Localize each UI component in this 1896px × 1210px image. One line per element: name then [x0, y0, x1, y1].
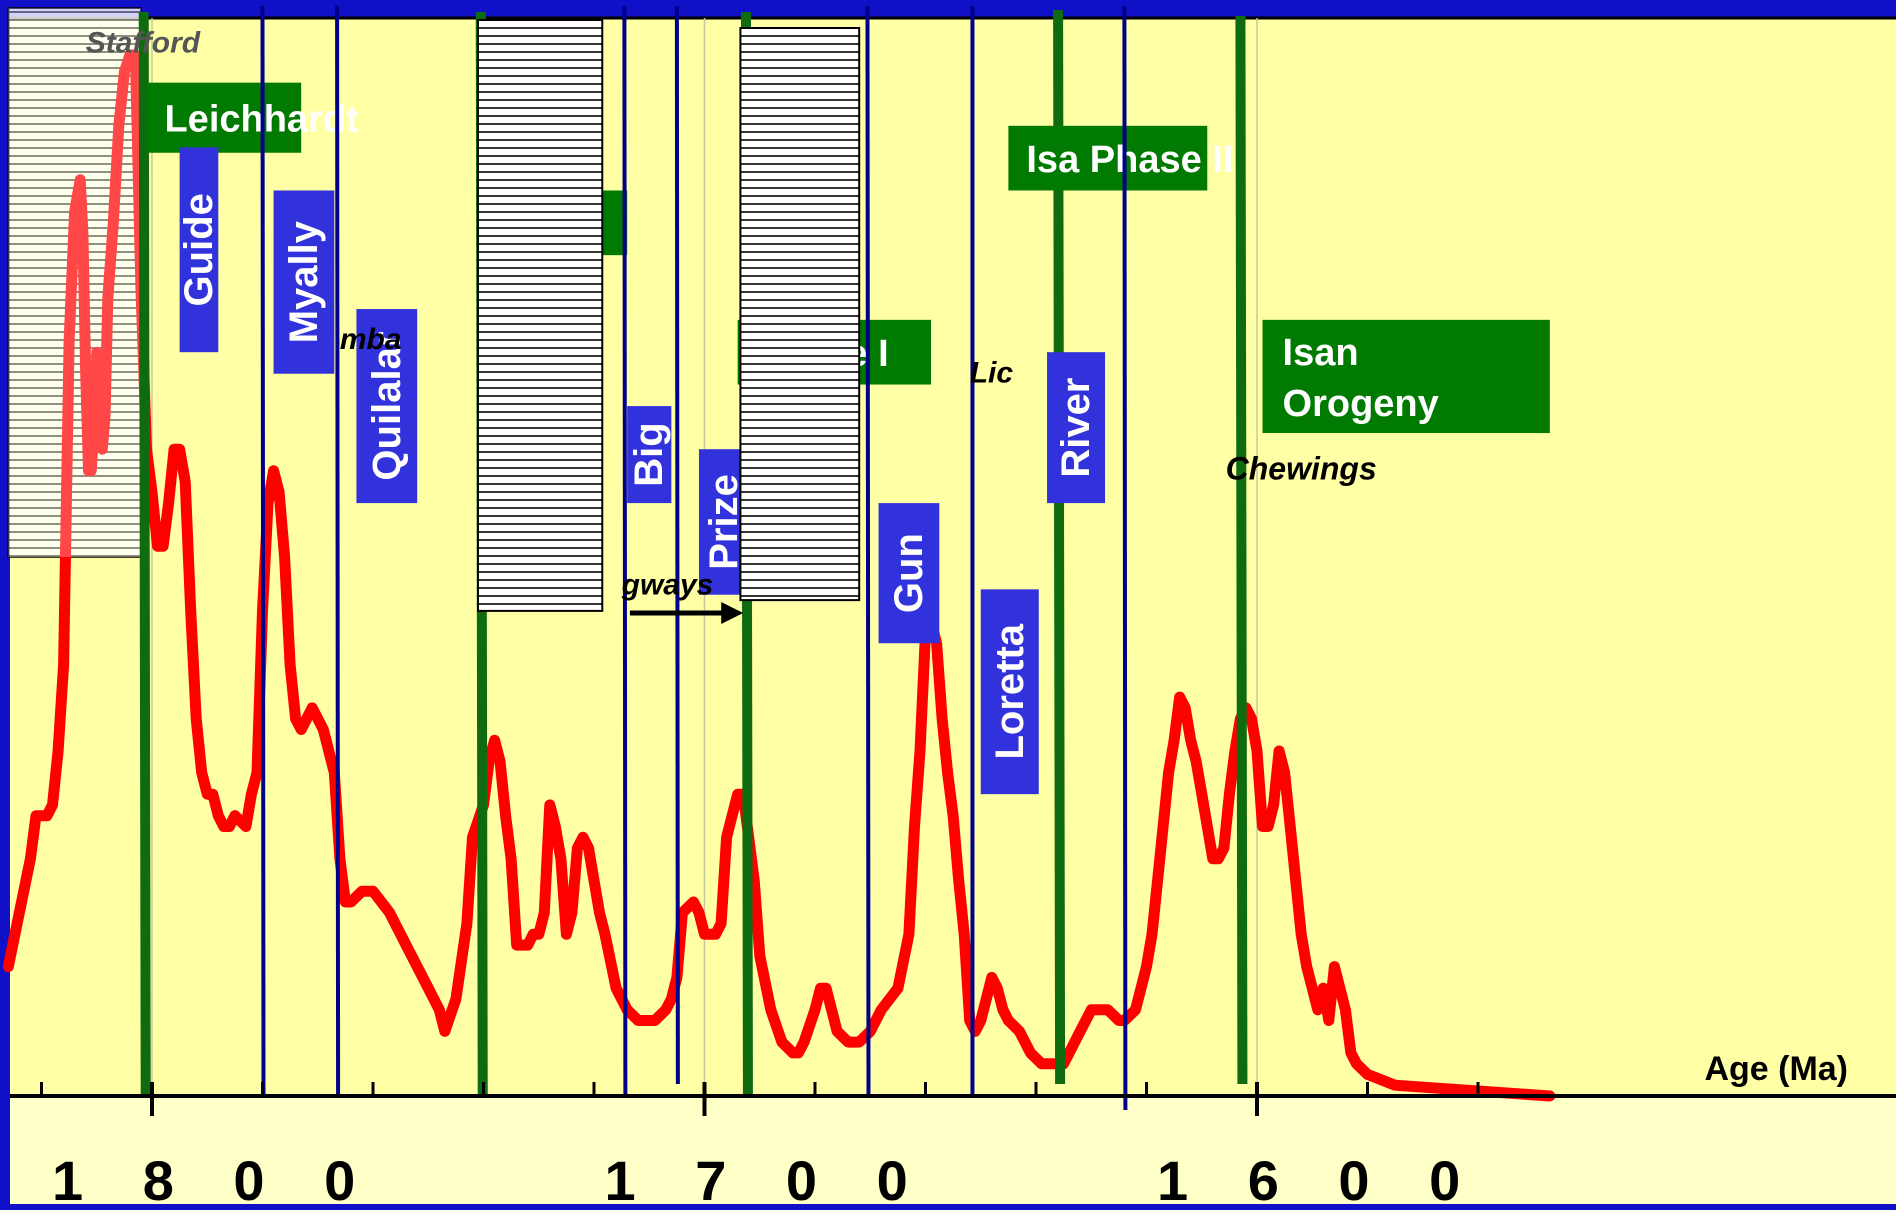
box-1-overlay: [8, 8, 141, 557]
axis-band: [10, 1096, 1896, 1204]
blue-event-line-6: [1122, 5, 1128, 1111]
orogeny-label-4-line2: Orogeny: [1283, 383, 1439, 425]
orogeny-label-4-line1: Isan: [1283, 332, 1359, 374]
event-label-7: River: [1054, 378, 1098, 478]
event-label-2: Quilalar: [365, 332, 409, 481]
event-box-0: [179, 147, 219, 353]
italic-label-2: gways: [621, 569, 714, 602]
italic-label-4: Chewings: [1226, 450, 1377, 486]
orogeny-box-0: [146, 82, 302, 153]
annotation-layer: Stafford mba gways Lic Chewings: [86, 26, 1377, 625]
event-label-5: Gun: [887, 533, 931, 613]
blue-event-line-1: [335, 5, 341, 1097]
x-tick-label-2: 1 6 0 0: [1157, 1149, 1482, 1210]
event-box-2: [356, 309, 418, 504]
blue-event-line-3: [674, 5, 680, 1085]
hatch-box-layer-front: [476, 19, 861, 612]
green-boundary-line-0: [138, 11, 151, 1099]
x-tick-label-0: 1 8 0 0: [52, 1149, 377, 1210]
italic-label-1: mba: [340, 323, 402, 356]
blue-event-line-0: [260, 5, 266, 1097]
event-label-0: Guide: [177, 193, 221, 306]
arrow-head: [721, 602, 744, 625]
age-curve-layer: [2, 8, 1556, 1102]
event-label-3: Big: [627, 422, 671, 486]
event-label-4: Prize: [702, 474, 746, 570]
blue-event-line-2: [622, 5, 628, 1097]
age-curve-series-0: [2, 49, 1556, 1102]
hatched-box-2: [476, 19, 604, 612]
event-label-6: Loretta: [988, 623, 1032, 759]
plot-background: [10, 18, 1896, 1096]
orogeny-label-3: Isa Phase II: [1026, 139, 1233, 181]
italic-label-0: Stafford: [86, 26, 201, 59]
blue-line-layer: [260, 5, 1128, 1111]
event-box-5: [878, 503, 940, 644]
italic-label-3: Lic: [970, 356, 1014, 389]
orogeny-box-3: [1008, 125, 1208, 191]
event-box-7: [1047, 352, 1106, 504]
green-boundary-line-4: [1235, 15, 1248, 1085]
orogeny-box-4: [1262, 319, 1550, 434]
hatched-box-3: [739, 27, 861, 602]
x-axis: 1 8 0 0 1 7 0 0 1 6 0 0: [10, 1082, 1896, 1210]
x-axis-title: Age (Ma): [1704, 1050, 1848, 1088]
event-box-1: [273, 190, 335, 374]
x-tick-label-1: 1 7 0 0: [605, 1149, 930, 1210]
event-box-3: [627, 406, 672, 504]
event-label-1: Myally: [282, 220, 326, 343]
event-box-6: [980, 589, 1039, 795]
blue-event-line-4: [865, 5, 871, 1097]
